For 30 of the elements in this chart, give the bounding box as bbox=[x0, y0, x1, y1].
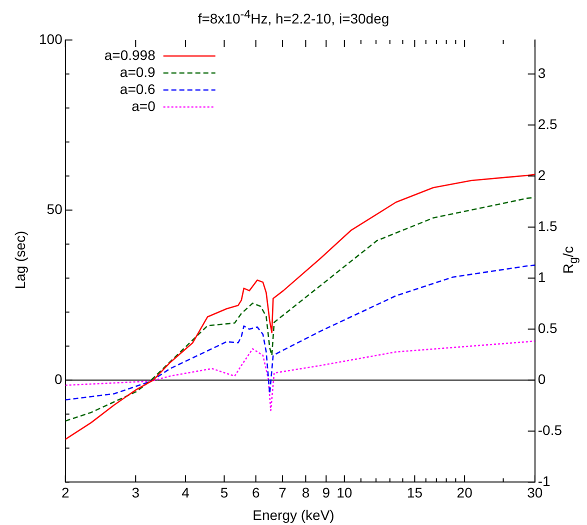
y2-tick-label: 2 bbox=[538, 166, 546, 183]
y2-tick-label: 1.5 bbox=[538, 218, 558, 234]
x-tick-label: 3 bbox=[132, 484, 140, 500]
y-axis-title: Lag (sec) bbox=[12, 230, 28, 290]
x-tick-label: 4 bbox=[182, 484, 190, 500]
x-tick-label: 15 bbox=[406, 484, 423, 500]
legend-label: a=0.6 bbox=[120, 80, 156, 97]
y2-tick-label: -0.5 bbox=[538, 422, 562, 438]
x-tick-label: 5 bbox=[220, 484, 228, 500]
x-tick-label: 6 bbox=[252, 484, 260, 500]
y-tick-label: 100 bbox=[39, 30, 63, 47]
x-tick-label: 30 bbox=[527, 484, 543, 500]
legend-label: a=0 bbox=[132, 98, 156, 114]
y-tick-label: 50 bbox=[46, 200, 63, 217]
y2-tick-label: 2.5 bbox=[538, 116, 558, 132]
y2-tick-label: 3 bbox=[538, 64, 546, 81]
y2-tick-label: 0 bbox=[538, 371, 546, 388]
y2-tick-label: 1 bbox=[538, 268, 546, 285]
x-tick-label: 20 bbox=[456, 484, 473, 500]
x-axis-title: Energy (keV) bbox=[252, 507, 336, 523]
legend-label: a=0.998 bbox=[104, 46, 156, 63]
legend-label: a=0.9 bbox=[120, 64, 156, 80]
x-tick-label: 2 bbox=[61, 484, 70, 500]
x-tick-label: 8 bbox=[302, 484, 310, 500]
x-tick-label: 9 bbox=[322, 484, 330, 500]
x-tick-label: 10 bbox=[336, 484, 352, 500]
y2-tick-label: 0.5 bbox=[538, 320, 558, 336]
y-tick-label: 0 bbox=[54, 371, 63, 388]
chart-title: f=8x10$^{-4}$Hz, h=2.2-10, i=30deg bbox=[196, 8, 390, 27]
x-tick-label: 7 bbox=[278, 484, 287, 500]
